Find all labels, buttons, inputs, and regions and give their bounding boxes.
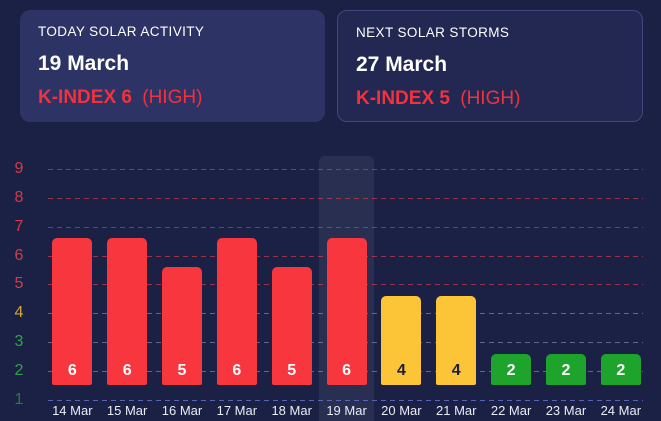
gridline-9 xyxy=(48,168,643,170)
next-kindex-line: K-INDEX 5 (HIGH) xyxy=(356,86,624,112)
y-axis-tick-6: 6 xyxy=(14,246,24,264)
bar-value-label: 6 xyxy=(67,361,77,379)
y-axis-tick-4: 4 xyxy=(14,304,24,322)
y-axis-tick-5: 5 xyxy=(14,275,24,293)
kindex-bar-16-mar[interactable]: 5 xyxy=(162,267,202,385)
y-axis-tick-1: 1 xyxy=(14,391,24,408)
kindex-bar-14-mar[interactable]: 6 xyxy=(52,238,93,385)
y-axis-tick-2: 2 xyxy=(14,362,24,380)
x-axis-tick-21-mar: 21 Mar xyxy=(436,403,477,418)
x-axis-tick-22-mar: 22 Mar xyxy=(490,403,532,418)
bar-value-label: 2 xyxy=(506,361,516,379)
y-axis-tick-3: 3 xyxy=(14,333,24,351)
x-axis-tick-16-mar: 16 Mar xyxy=(161,403,203,418)
today-card-title: TODAY SOLAR ACTIVITY xyxy=(38,24,205,39)
x-axis-tick-15-mar: 15 Mar xyxy=(106,403,148,418)
kindex-bar-18-mar[interactable]: 5 xyxy=(271,267,312,385)
gridline-1 xyxy=(48,400,643,401)
next-kindex-severity: (HIGH) xyxy=(460,88,521,109)
bar-value-label: 5 xyxy=(177,361,187,379)
bar-value-label: 4 xyxy=(451,361,461,379)
kindex-bar-17-mar[interactable]: 6 xyxy=(216,238,257,385)
kindex-bar-21-mar[interactable]: 4 xyxy=(436,295,477,385)
kindex-bar-22-mar[interactable]: 2 xyxy=(491,353,532,385)
y-axis-tick-9: 9 xyxy=(14,159,24,177)
gridline-7 xyxy=(48,226,643,228)
y-axis-tick-7: 7 xyxy=(14,217,24,235)
bar-value-label: 4 xyxy=(396,361,406,379)
next-kindex-value: K-INDEX 5 xyxy=(356,88,450,109)
kindex-bar-19-mar[interactable]: 6 xyxy=(326,238,367,385)
bar-value-label: 6 xyxy=(232,361,242,379)
x-axis-tick-14-mar: 14 Mar xyxy=(52,403,93,418)
kindex-bar-15-mar[interactable]: 6 xyxy=(107,238,148,385)
kindex-bar-23-mar[interactable]: 2 xyxy=(545,353,586,385)
x-axis-tick-19-mar: 19 Mar xyxy=(326,403,367,418)
next-card-date: 27 March xyxy=(356,53,448,76)
today-kindex-severity: (HIGH) xyxy=(142,87,203,108)
x-axis-tick-17-mar: 17 Mar xyxy=(216,403,258,418)
x-axis-tick-20-mar: 20 Mar xyxy=(381,403,422,418)
x-axis-tick-18-mar: 18 Mar xyxy=(271,403,312,418)
kindex-bar-24-mar[interactable]: 2 xyxy=(600,353,641,385)
bar-value-label: 2 xyxy=(616,361,626,379)
bar-value-label: 6 xyxy=(342,361,351,379)
today-kindex-value: K-INDEX 6 xyxy=(38,87,132,108)
next-card-title: NEXT SOLAR STORMS xyxy=(356,25,510,40)
x-axis-tick-24-mar: 24 Mar xyxy=(600,403,642,418)
gridline-8 xyxy=(48,197,643,199)
bar-value-label: 5 xyxy=(287,361,297,379)
next-solar-storms-card: NEXT SOLAR STORMS 27 March K-INDEX 5 (HI… xyxy=(337,10,643,122)
kindex-bar-20-mar[interactable]: 4 xyxy=(381,295,422,385)
x-axis-tick-23-mar: 23 Mar xyxy=(545,403,587,418)
bar-value-label: 6 xyxy=(122,361,132,379)
today-kindex-line: K-INDEX 6 (HIGH) xyxy=(38,85,307,111)
y-axis-tick-8: 8 xyxy=(14,188,24,206)
bar-value-label: 2 xyxy=(561,361,571,379)
today-solar-activity-card: TODAY SOLAR ACTIVITY 19 March K-INDEX 6 … xyxy=(20,10,325,122)
today-card-date: 19 March xyxy=(38,52,130,75)
